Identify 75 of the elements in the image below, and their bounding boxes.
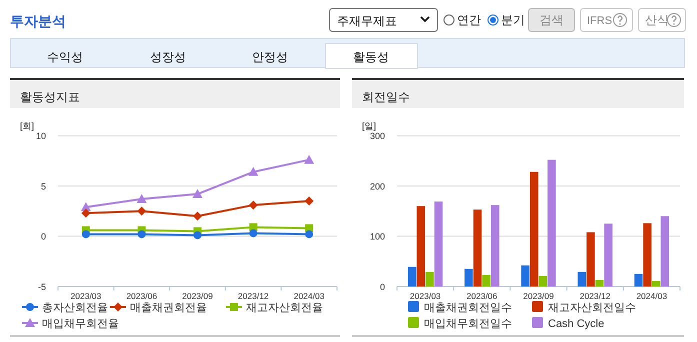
y-tick-label: -5: [38, 282, 46, 292]
bar: [652, 280, 660, 286]
point: [137, 206, 146, 216]
legend-label: 매출채권회전율: [130, 302, 207, 314]
bar: [434, 202, 443, 286]
point: [194, 231, 202, 240]
x-tick-label: 2024/03: [294, 291, 325, 301]
y-tick-label: 100: [370, 232, 385, 242]
bar: [426, 272, 434, 286]
bar: [548, 160, 556, 286]
point: [193, 212, 202, 221]
bar: [473, 210, 482, 286]
legend-label: 총자산회전율: [42, 302, 108, 314]
legend-label: 매입채무회전일수: [424, 318, 512, 330]
point: [248, 166, 258, 176]
bar: [578, 272, 586, 286]
point: [304, 154, 314, 164]
legend-label: 매입채무회전율: [42, 318, 119, 330]
y-axis-title: [일]: [362, 121, 376, 131]
text: 성장성: [150, 50, 186, 64]
point: [248, 200, 258, 210]
point: [82, 230, 90, 238]
bar: [482, 274, 490, 286]
x-tick-label: 2024/03: [636, 291, 668, 301]
y-tick-label: 0: [380, 282, 385, 292]
text: 안정성: [252, 50, 288, 64]
y-tick-label: 10: [36, 131, 46, 142]
legend-label: 재고자산회전율: [246, 302, 323, 314]
point: [192, 189, 202, 198]
x-tick-label: 2023/06: [466, 291, 498, 301]
x-tick-label: 2023/03: [410, 291, 441, 301]
y-tick-label: 200: [370, 181, 385, 192]
y-axis-title: [회]: [20, 121, 34, 131]
text: 주재무제표: [337, 14, 397, 28]
point: [81, 208, 90, 218]
bar: [521, 265, 530, 286]
x-tick-label: 2023/06: [126, 291, 158, 301]
point: [305, 230, 314, 238]
legend-label: 재고자산회전일수: [548, 302, 636, 314]
text: 산식: [645, 13, 669, 27]
bar: [408, 266, 416, 286]
text: 검색: [540, 13, 564, 27]
text: IFRS: [587, 15, 612, 27]
bar: [464, 268, 473, 286]
bar: [538, 276, 548, 286]
x-tick-label: 2023/09: [182, 291, 214, 301]
bar: [530, 172, 538, 286]
y-tick-label: 0: [40, 232, 46, 242]
text: 연간: [457, 13, 481, 27]
bar: [643, 223, 652, 286]
bar: [416, 206, 426, 286]
bar: [595, 280, 604, 286]
text: 수익성: [47, 50, 83, 64]
x-tick-label: 2023/09: [523, 291, 554, 301]
bar: [660, 216, 670, 286]
chart-title: 회전일수: [362, 90, 410, 104]
text: 투자분석: [10, 13, 66, 29]
legend-label: Cash Cycle: [548, 318, 604, 330]
point: [304, 196, 314, 206]
legend-label: 매출채권회전일수: [424, 302, 512, 314]
bar: [634, 274, 643, 286]
text: 분기: [501, 13, 525, 27]
y-tick-label: 5: [40, 181, 46, 192]
bar: [604, 224, 612, 286]
chart-title: 활동성지표: [20, 90, 80, 104]
x-tick-label: 2023/12: [580, 291, 611, 301]
point: [136, 194, 147, 204]
point: [249, 229, 258, 238]
bar: [490, 205, 500, 286]
x-tick-label: 2023/12: [238, 291, 269, 301]
text: 활동성: [353, 50, 389, 64]
point: [138, 230, 146, 238]
x-tick-label: 2023/03: [70, 291, 102, 301]
bar: [586, 232, 595, 286]
y-tick-label: 300: [370, 131, 385, 142]
